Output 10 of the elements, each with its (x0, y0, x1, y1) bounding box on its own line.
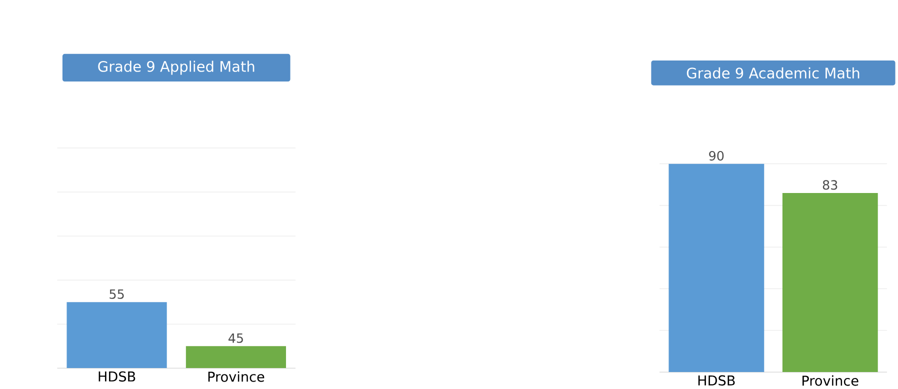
data-label: 55 (110, 290, 124, 299)
x-tick-label: HDSB (698, 375, 735, 386)
data-label: 45 (228, 334, 243, 344)
x-tick-label: HDSB (98, 371, 136, 382)
data-label: 83 (822, 180, 838, 190)
data-label: 90 (709, 151, 724, 161)
chart-title: Grade 9 Applied Math (98, 60, 254, 75)
chart-title: Grade 9 Academic Math (686, 67, 860, 79)
x-tick-label: Province (802, 375, 858, 386)
x-tick-label: Province (208, 371, 264, 382)
